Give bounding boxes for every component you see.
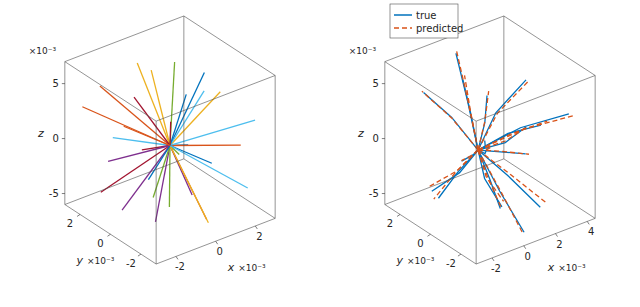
- svg-text:2: 2: [256, 231, 262, 242]
- svg-text:y×10⁻³: y×10⁻³: [75, 254, 114, 267]
- svg-text:-2: -2: [491, 263, 501, 274]
- svg-text:y×10⁻³: y×10⁻³: [395, 254, 434, 267]
- svg-text:-2: -2: [446, 258, 456, 269]
- svg-text:0: 0: [97, 238, 103, 249]
- svg-text:-5: -5: [49, 188, 59, 199]
- svg-text:x×10⁻³: x×10⁻³: [547, 261, 586, 274]
- svg-text:true: true: [416, 10, 437, 21]
- svg-text:0: 0: [52, 133, 58, 144]
- svg-text:z: z: [357, 127, 364, 140]
- svg-text:5: 5: [52, 78, 58, 89]
- svg-text:0: 0: [417, 238, 423, 249]
- svg-text:4: 4: [588, 226, 594, 237]
- svg-text:0: 0: [372, 133, 378, 144]
- svg-text:x×10⁻³: x×10⁻³: [227, 261, 266, 274]
- svg-text:z: z: [37, 127, 44, 140]
- svg-text:-2: -2: [175, 261, 185, 272]
- svg-text:2: 2: [387, 218, 393, 229]
- svg-text:2: 2: [556, 239, 562, 250]
- svg-text:×10⁻³: ×10⁻³: [349, 46, 377, 56]
- svg-text:predicted: predicted: [416, 23, 463, 34]
- svg-text:2: 2: [67, 218, 73, 229]
- svg-text:×10⁻³: ×10⁻³: [29, 46, 57, 56]
- svg-text:0: 0: [525, 251, 531, 262]
- svg-text:5: 5: [372, 78, 378, 89]
- svg-text:-5: -5: [369, 188, 379, 199]
- svg-text:-2: -2: [126, 258, 136, 269]
- svg-text:0: 0: [216, 246, 222, 257]
